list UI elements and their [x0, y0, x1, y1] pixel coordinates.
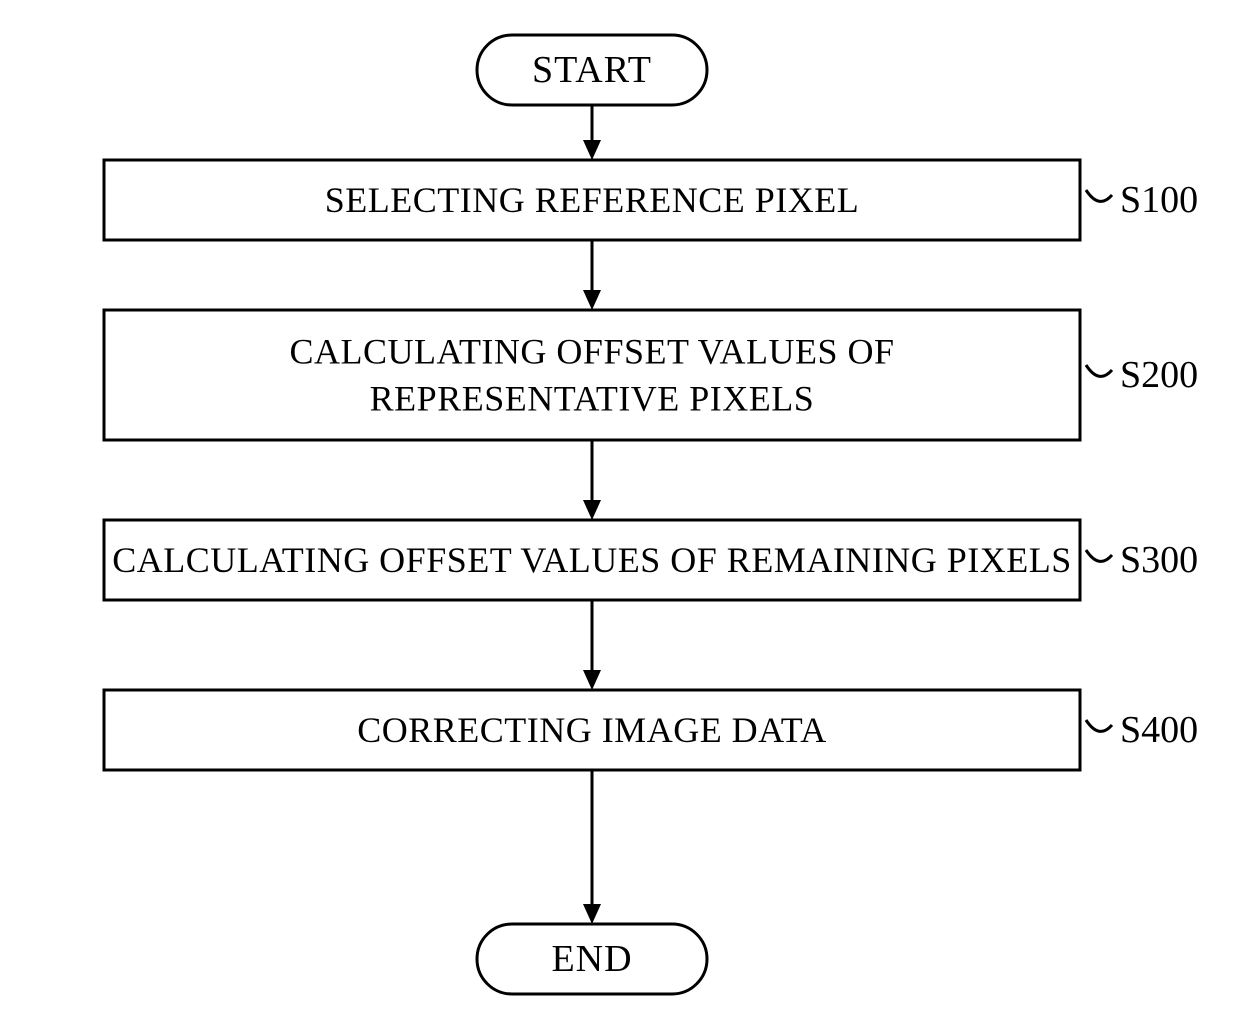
process-s400: CORRECTING IMAGE DATA S400 — [104, 690, 1198, 770]
label-tick-s200 — [1086, 365, 1112, 376]
arrow-s200-s300-head — [583, 500, 601, 520]
process-s100: SELECTING REFERENCE PIXEL S100 — [104, 160, 1198, 240]
step-label-s200: S200 — [1120, 354, 1198, 396]
step-label-s400: S400 — [1120, 709, 1198, 751]
arrow-start-s100-head — [583, 140, 601, 160]
arrow-s100-s200-head — [583, 290, 601, 310]
label-tick-s400 — [1086, 720, 1112, 731]
process-s300-text: CALCULATING OFFSET VALUES OF REMAINING P… — [112, 540, 1072, 580]
process-s100-text: SELECTING REFERENCE PIXEL — [325, 180, 859, 220]
step-label-s300: S300 — [1120, 539, 1198, 581]
label-tick-s100 — [1086, 190, 1112, 201]
process-s300: CALCULATING OFFSET VALUES OF REMAINING P… — [104, 520, 1198, 600]
terminal-end: END — [477, 924, 707, 994]
process-s200-text: CALCULATING OFFSET VALUES OF — [289, 332, 894, 372]
label-tick-s300 — [1086, 550, 1112, 561]
terminal-end-label: END — [551, 938, 632, 980]
process-s200-text: REPRESENTATIVE PIXELS — [370, 378, 815, 418]
process-s400-text: CORRECTING IMAGE DATA — [357, 710, 827, 750]
process-s200: CALCULATING OFFSET VALUES OF REPRESENTATI… — [104, 310, 1198, 440]
step-label-s100: S100 — [1120, 179, 1198, 221]
arrow-s400-end-head — [583, 904, 601, 924]
terminal-start-label: START — [532, 49, 652, 91]
arrow-s300-s400-head — [583, 670, 601, 690]
flowchart-canvas: START END SELECTING REFERENCE PIXEL S100 CAL… — [0, 0, 1240, 1031]
terminal-start: START — [477, 35, 707, 105]
